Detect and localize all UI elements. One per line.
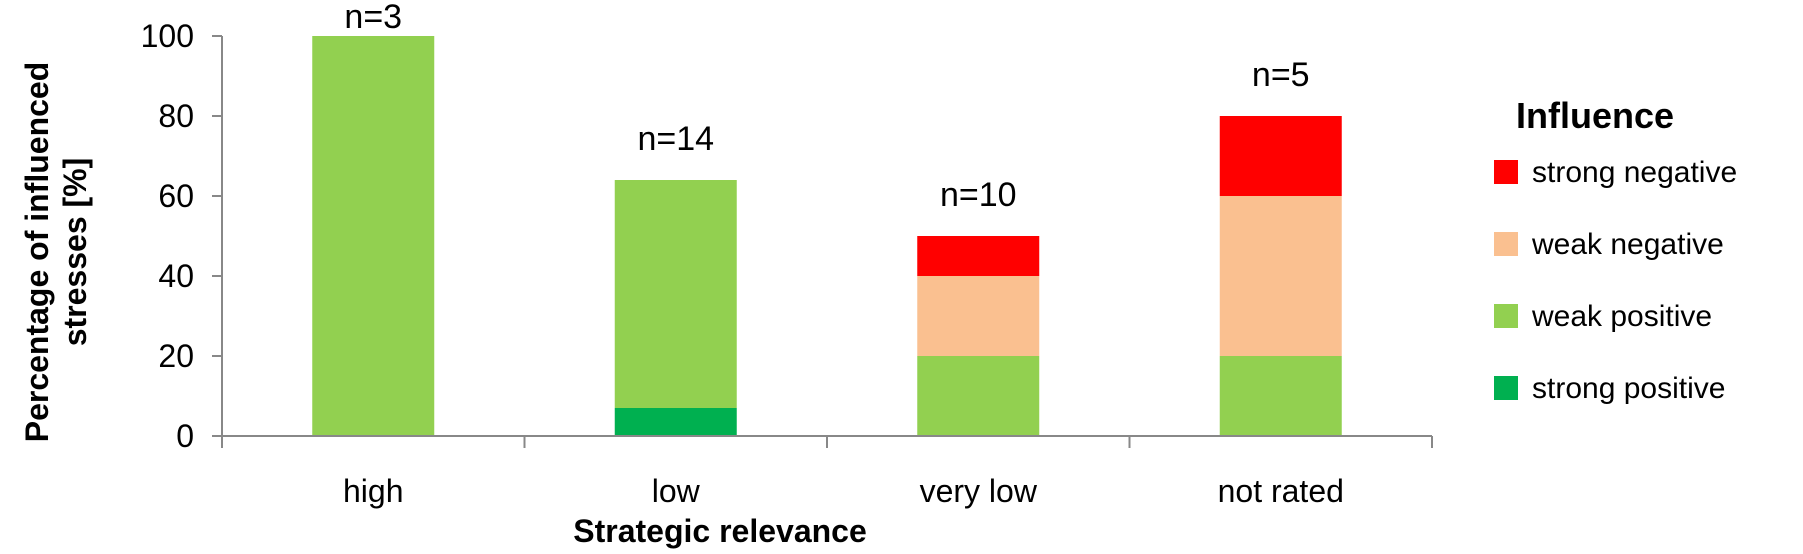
y-axis-title: Percentage of influenced stresses [%] bbox=[19, 62, 93, 443]
bar-segment bbox=[312, 36, 435, 436]
legend-swatch bbox=[1494, 376, 1518, 400]
y-tick-label: 40 bbox=[158, 258, 194, 294]
n-count-label: n=3 bbox=[344, 0, 402, 36]
bar-segment bbox=[614, 180, 737, 408]
bar-segment bbox=[1219, 196, 1342, 356]
bars-group bbox=[312, 36, 1342, 436]
bar-segment bbox=[1219, 356, 1342, 436]
bar-segment bbox=[917, 276, 1040, 356]
n-count-label: n=14 bbox=[637, 120, 714, 158]
y-tick-label: 20 bbox=[158, 338, 194, 374]
legend-swatch bbox=[1494, 160, 1518, 184]
x-tick-label: very low bbox=[920, 473, 1038, 509]
y-axis-title-line-2: stresses [%] bbox=[57, 158, 93, 347]
bar-segment bbox=[917, 356, 1040, 436]
n-labels-group: n=3 n=14 n=10 n=5 bbox=[344, 0, 1309, 214]
n-count-label: n=5 bbox=[1252, 56, 1310, 94]
y-tick-label: 60 bbox=[158, 178, 194, 214]
x-tick-label: high bbox=[343, 473, 404, 509]
bar-segment bbox=[1219, 116, 1342, 196]
legend-label: weak negative bbox=[1531, 228, 1724, 261]
legend-swatch bbox=[1494, 304, 1518, 328]
x-tick-label: low bbox=[652, 473, 701, 509]
x-axis-title: Strategic relevance bbox=[573, 513, 867, 549]
bar-segment bbox=[917, 236, 1040, 276]
x-tick-label: not rated bbox=[1218, 473, 1344, 509]
bar-segment bbox=[614, 408, 737, 436]
legend-label: strong negative bbox=[1532, 156, 1737, 189]
y-tick-label: 0 bbox=[176, 418, 194, 454]
y-ticks-group: 0 20 40 60 80 100 bbox=[141, 18, 222, 454]
legend-label: weak positive bbox=[1531, 300, 1712, 333]
legend-label: strong positive bbox=[1532, 372, 1725, 405]
y-tick-label: 80 bbox=[158, 98, 194, 134]
y-tick-label: 100 bbox=[141, 18, 194, 54]
n-count-label: n=10 bbox=[940, 176, 1017, 214]
legend-title: Influence bbox=[1516, 95, 1674, 136]
y-axis-title-line-1: Percentage of influenced bbox=[19, 62, 55, 443]
legend-swatch bbox=[1494, 232, 1518, 256]
legend: Influence strong negative weak negative we… bbox=[1494, 95, 1737, 405]
x-ticks-group: high low very low not rated bbox=[221, 436, 1433, 509]
